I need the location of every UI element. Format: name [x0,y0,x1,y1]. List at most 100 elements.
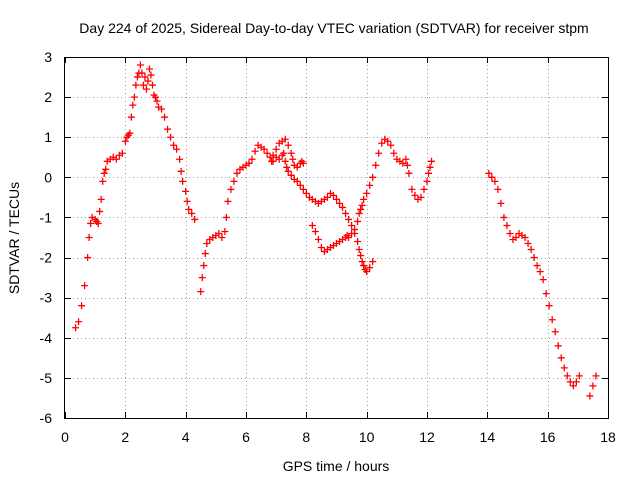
data-point [224,197,232,205]
data-point [141,73,149,81]
grid-lines [65,57,608,418]
data-point [293,163,301,171]
data-point [542,290,550,298]
y-tick-label: -4 [40,330,53,346]
data-point [345,234,353,241]
data-point [289,155,297,163]
y-tick-label: -2 [40,250,53,266]
x-tick-label: 16 [540,429,556,445]
data-point [287,171,295,179]
data-point [139,81,147,89]
data-point [572,378,580,386]
data-point [428,157,436,165]
data-point [363,268,371,276]
data-point [147,71,155,79]
data-point [366,264,374,272]
data-point [227,185,235,193]
data-point [333,195,340,203]
data-point [161,113,169,121]
data-point [557,354,565,362]
data-point [144,77,152,85]
data-point [287,149,295,157]
data-point [201,250,209,258]
data-point [358,201,366,209]
data-point [218,234,226,241]
x-tick-label: 8 [302,429,310,445]
data-point [100,169,108,177]
data-point [269,157,277,165]
data-point [339,203,347,211]
data-point [426,163,434,171]
data-point [296,181,304,189]
data-point [197,288,205,296]
data-point [148,81,156,89]
data-point [280,149,288,157]
data-point [423,177,431,185]
data-point [494,185,502,193]
data-point [87,219,95,227]
data-point [230,177,238,185]
data-point [551,328,559,336]
data-point [425,169,433,177]
y-tick-label: 0 [44,169,52,185]
data-point [145,65,153,73]
data-point [299,159,307,167]
x-tick-label: 10 [359,429,375,445]
data-point [221,227,229,235]
data-point [85,234,93,241]
data-point [589,382,597,390]
data-point [293,177,301,185]
data-point [548,316,556,324]
data-point [575,372,583,380]
x-tick-label: 18 [600,429,616,445]
data-point [375,149,383,157]
data-point [539,276,547,284]
data-point [342,209,350,217]
data-point [485,169,493,177]
data-point [284,167,292,175]
y-tick-labels: -6 -5 -4 -3 -2 -1 0 1 2 3 [40,49,53,426]
data-point [569,382,577,390]
data-point [251,147,259,155]
data-point [191,215,199,223]
x-tick-label: 0 [61,429,69,445]
y-tick-label: -6 [40,410,53,426]
data-point [72,324,80,332]
y-tick-label: 2 [44,89,52,105]
data-point [411,191,419,199]
data-point [299,185,307,193]
data-point [366,181,374,189]
data-point [158,105,166,113]
data-point [102,165,110,173]
data-point [78,302,86,310]
data-point [142,85,150,93]
data-point [355,246,363,254]
data-point [351,225,359,233]
y-tick-label: -3 [40,290,53,306]
data-point [308,221,316,229]
data-point [554,342,562,350]
data-point [75,318,83,326]
data-point [99,177,107,185]
data-point [245,159,253,167]
data-point [97,195,105,203]
data-point [182,187,190,195]
data-point [323,193,331,201]
data-point [233,169,241,177]
data-point [153,97,161,105]
data-point [248,155,256,163]
data-point [179,177,187,185]
data-point [355,209,363,217]
data-point [132,81,140,89]
x-tick-label: 2 [121,429,129,445]
data-point [545,302,553,310]
data-point [96,207,104,215]
data-point [500,213,508,221]
data-point [185,205,193,213]
data-point [136,61,144,69]
data-point [497,199,505,207]
data-point [405,169,413,177]
data-point [592,372,600,380]
data-point [372,161,380,169]
